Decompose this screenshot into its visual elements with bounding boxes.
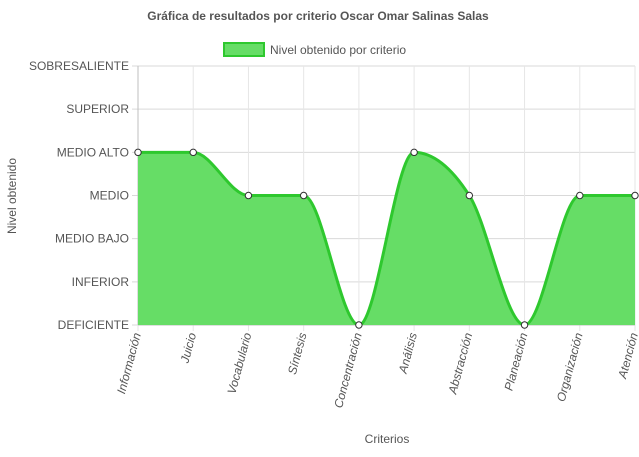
y-tick-label: SUPERIOR: [66, 102, 129, 116]
x-tick-label: Concentración: [331, 331, 365, 410]
data-point: [299, 191, 308, 200]
data-point: [631, 191, 639, 200]
y-tick-label: SOBRESALIENTE: [29, 59, 129, 73]
data-point: [410, 148, 418, 157]
y-tick-label: MEDIO BAJO: [55, 232, 129, 246]
data-point: [355, 321, 363, 329]
x-tick-label: Organización: [554, 331, 586, 403]
area-layer: [138, 150, 635, 327]
y-axis-title: Nivel obtenido: [5, 158, 19, 234]
data-point: [576, 191, 584, 200]
y-tick-label: MEDIO: [90, 189, 129, 203]
legend[interactable]: Nivel obtenido por criterio: [223, 42, 406, 57]
x-tick-label: Información: [114, 331, 144, 395]
series-line: [138, 150, 635, 327]
x-tick-label: Abstracción: [445, 331, 475, 396]
y-axis-ticks: DEFICIENTE INFERIOR MEDIO BAJO MEDIO MEDIO A…: [29, 59, 129, 332]
x-axis-ticks: Información Juicio Vocabulario Síntesis Conc…: [114, 331, 639, 410]
data-point: [244, 191, 253, 200]
y-tick-label: INFERIOR: [72, 275, 130, 289]
x-tick-label: Síntesis: [285, 331, 310, 376]
legend-swatch: [223, 42, 265, 57]
data-point: [189, 148, 197, 157]
legend-label: Nivel obtenido por criterio: [270, 43, 406, 57]
data-point: [465, 191, 474, 200]
x-tick-label: Juicio: [177, 331, 199, 366]
x-tick-label: Planeación: [502, 331, 531, 392]
x-tick-label: Análisis: [396, 331, 420, 376]
y-tick-label: MEDIO ALTO: [57, 145, 129, 159]
x-tick-label: Atención: [615, 331, 639, 381]
data-points: [134, 148, 639, 329]
y-tick-label: DEFICIENTE: [58, 318, 129, 332]
chart-title: Gráfica de resultados por criterio Oscar…: [147, 9, 489, 23]
data-point: [520, 321, 529, 329]
x-axis-title: Criterios: [365, 432, 410, 446]
data-point: [134, 148, 142, 157]
x-tick-label: Vocabulario: [225, 331, 255, 396]
